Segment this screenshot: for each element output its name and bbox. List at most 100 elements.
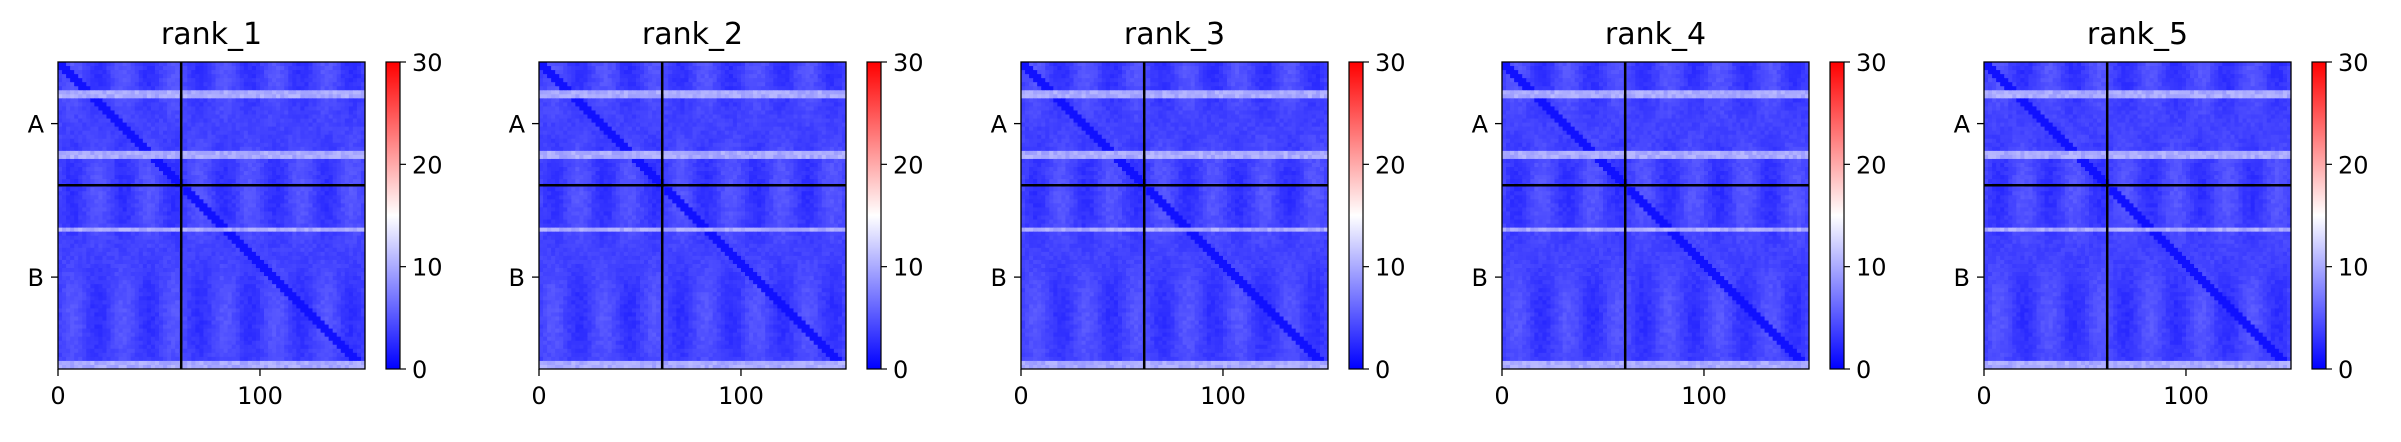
- heatmap-cell: [276, 66, 281, 71]
- heatmap-cell: [155, 224, 160, 229]
- heatmap-cell: [195, 159, 200, 164]
- heatmap-cell: [292, 74, 297, 79]
- heatmap-cell: [171, 248, 176, 253]
- heatmap-cell: [187, 216, 192, 221]
- heatmap-cell: [159, 106, 164, 111]
- heatmap-cell: [345, 123, 350, 128]
- heatmap-cell: [288, 123, 293, 128]
- heatmap-cell: [98, 147, 103, 152]
- heatmap-cell: [106, 123, 111, 128]
- heatmap-cell: [236, 115, 241, 120]
- heatmap-cell: [272, 82, 277, 87]
- heatmap-cell: [312, 98, 317, 103]
- heatmap-cell: [300, 171, 305, 176]
- heatmap-cell: [207, 115, 212, 120]
- heatmap-cell: [163, 151, 168, 156]
- heatmap-cell: [175, 94, 180, 99]
- heatmap-cell: [296, 321, 301, 326]
- heatmap-cell: [131, 248, 136, 253]
- heatmap-cell: [341, 220, 346, 225]
- heatmap-cell: [183, 143, 188, 148]
- heatmap-cell: [151, 127, 156, 132]
- heatmap-cell: [345, 300, 350, 305]
- heatmap-cell: [284, 131, 289, 136]
- heatmap-cell: [240, 70, 245, 75]
- heatmap-cell: [163, 224, 168, 229]
- heatmap-cell: [256, 159, 261, 164]
- heatmap-cell: [317, 211, 322, 216]
- heatmap-cell: [292, 110, 297, 115]
- heatmap-cell: [127, 308, 132, 313]
- heatmap-cell: [183, 106, 188, 111]
- heatmap-cell: [151, 78, 156, 83]
- heatmap-cell: [207, 228, 212, 233]
- heatmap-cell: [119, 106, 124, 111]
- heatmap-cell: [268, 163, 273, 168]
- heatmap-cell: [151, 175, 156, 180]
- heatmap-cell: [240, 300, 245, 305]
- heatmap-cell: [341, 78, 346, 83]
- heatmap-cell: [212, 66, 217, 71]
- heatmap-cell: [337, 203, 342, 208]
- heatmap-cell: [333, 106, 338, 111]
- heatmap-cell: [70, 292, 75, 297]
- heatmap-cell: [224, 292, 229, 297]
- heatmap-cell: [308, 236, 313, 241]
- heatmap-cell: [300, 304, 305, 309]
- heatmap-cell: [216, 296, 221, 301]
- heatmap-cell: [272, 78, 277, 83]
- heatmap-cell: [102, 187, 107, 192]
- heatmap-cell: [131, 256, 136, 261]
- heatmap-cell: [353, 106, 358, 111]
- heatmap-cell: [66, 143, 71, 148]
- heatmap-cell: [62, 296, 67, 301]
- heatmap-cell: [98, 312, 103, 317]
- heatmap-cell: [264, 175, 269, 180]
- heatmap-cell: [216, 220, 221, 225]
- heatmap-cell: [119, 115, 124, 120]
- heatmap-cell: [203, 199, 208, 204]
- heatmap-cell: [131, 292, 136, 297]
- heatmap-cell: [106, 78, 111, 83]
- heatmap-cell: [207, 220, 212, 225]
- heatmap-cell: [131, 300, 136, 305]
- heatmap-cell: [78, 90, 83, 95]
- heatmap-cell: [224, 300, 229, 305]
- heatmap-cell: [292, 211, 297, 216]
- heatmap-cell: [228, 102, 233, 107]
- heatmap-cell: [199, 236, 204, 241]
- heatmap-cell: [86, 321, 91, 326]
- heatmap-cell: [62, 268, 67, 273]
- heatmap-cell: [78, 135, 83, 140]
- heatmap-cell: [312, 151, 317, 156]
- heatmap-cell: [175, 211, 180, 216]
- heatmap-cell: [106, 236, 111, 241]
- heatmap-cell: [207, 248, 212, 253]
- heatmap-cell: [337, 90, 342, 95]
- heatmap-cell: [191, 106, 196, 111]
- heatmap-cell: [353, 288, 358, 293]
- heatmap-cell: [321, 102, 326, 107]
- heatmap-cell: [341, 304, 346, 309]
- heatmap-cell: [199, 232, 204, 237]
- heatmap-cell: [175, 256, 180, 261]
- heatmap-cell: [175, 102, 180, 107]
- heatmap-cell: [325, 94, 330, 99]
- heatmap-cell: [167, 316, 172, 321]
- heatmap-cell: [232, 78, 237, 83]
- heatmap-cell: [94, 155, 99, 160]
- heatmap-cell: [321, 119, 326, 124]
- heatmap-cell: [187, 308, 192, 313]
- heatmap-cell: [337, 139, 342, 144]
- heatmap-cell: [98, 94, 103, 99]
- heatmap-cell: [345, 90, 350, 95]
- heatmap-cell: [115, 244, 120, 249]
- heatmap-cell: [191, 86, 196, 91]
- heatmap-cell: [248, 159, 253, 164]
- heatmap-cell: [248, 139, 253, 144]
- heatmap-cell: [325, 244, 330, 249]
- heatmap-cell: [296, 94, 301, 99]
- heatmap-cell: [349, 268, 354, 273]
- heatmap-cell: [341, 175, 346, 180]
- heatmap-cell: [216, 321, 221, 326]
